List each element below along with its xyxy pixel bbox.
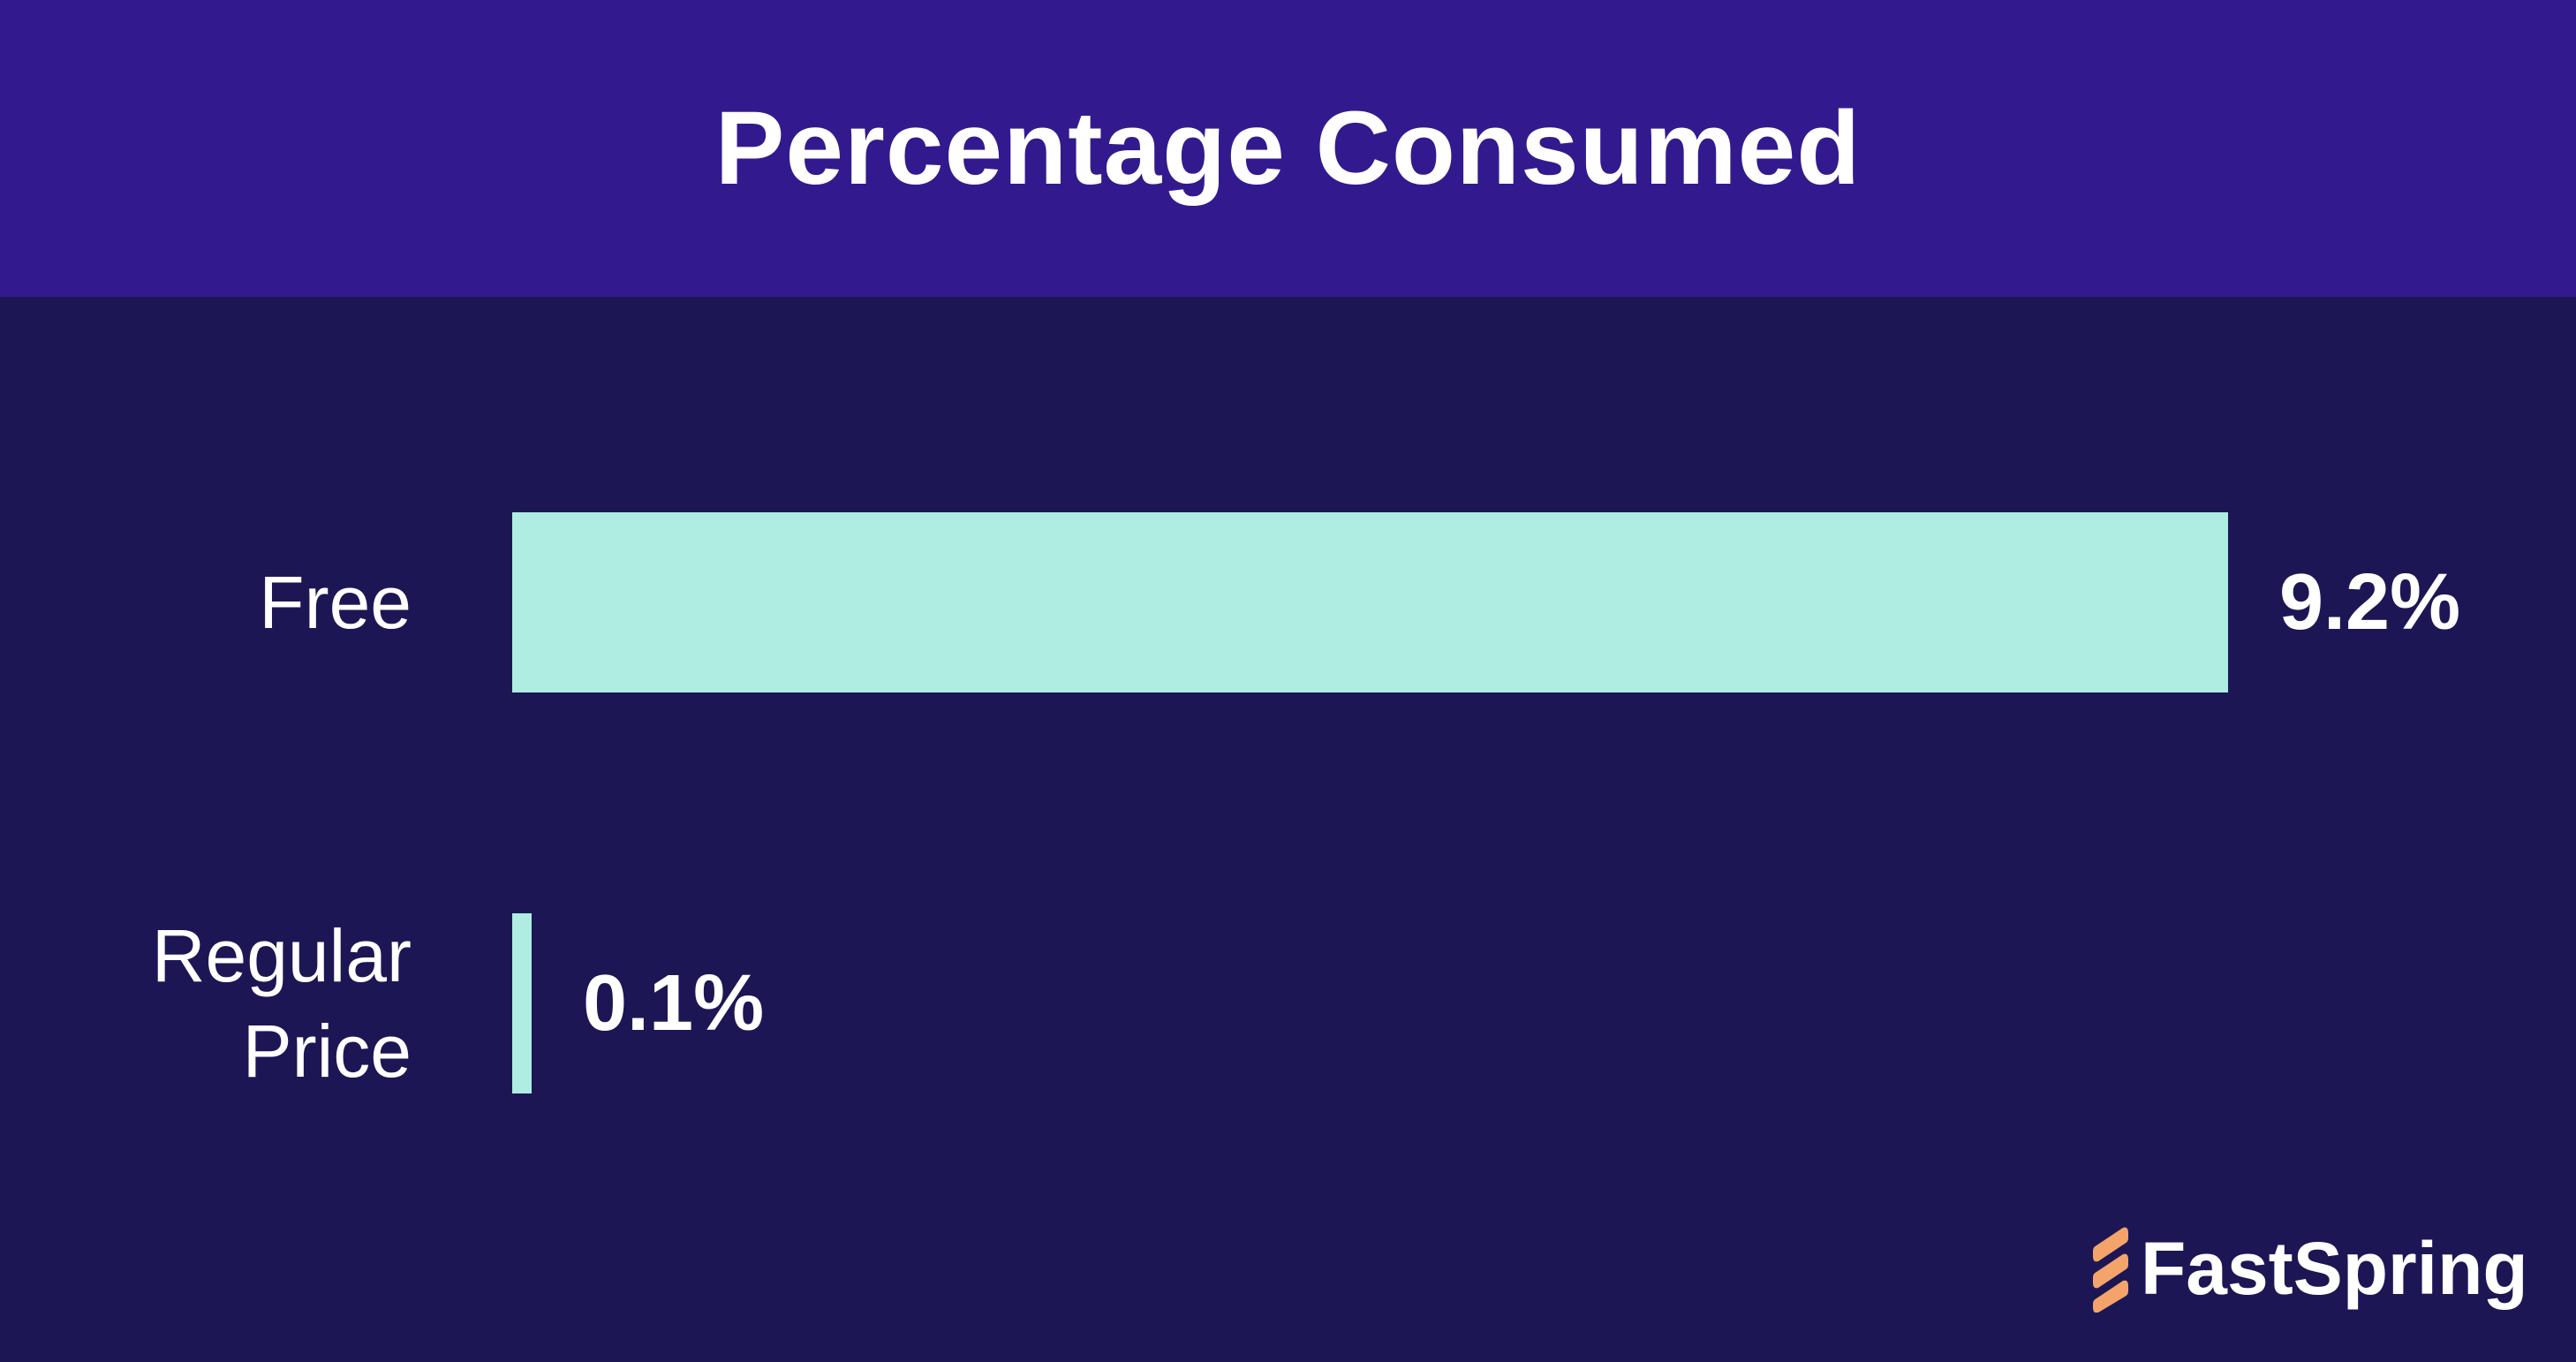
- logo-text: FastSpring: [2141, 1227, 2528, 1310]
- category-label: Price: [243, 1010, 412, 1093]
- data-label: 9.2%: [2279, 558, 2460, 647]
- header-banner: Percentage Consumed: [0, 0, 2576, 297]
- fastspring-logo-icon: [2093, 1227, 2128, 1313]
- category-label: Free: [259, 561, 412, 644]
- category-label: Regular: [152, 914, 412, 997]
- chart-title: Percentage Consumed: [714, 90, 1862, 207]
- data-label: 0.1%: [583, 959, 764, 1048]
- fastspring-logo: FastSpring: [2091, 1219, 2550, 1318]
- bar-regular-price: [512, 913, 532, 1093]
- bar-free: [512, 512, 2228, 692]
